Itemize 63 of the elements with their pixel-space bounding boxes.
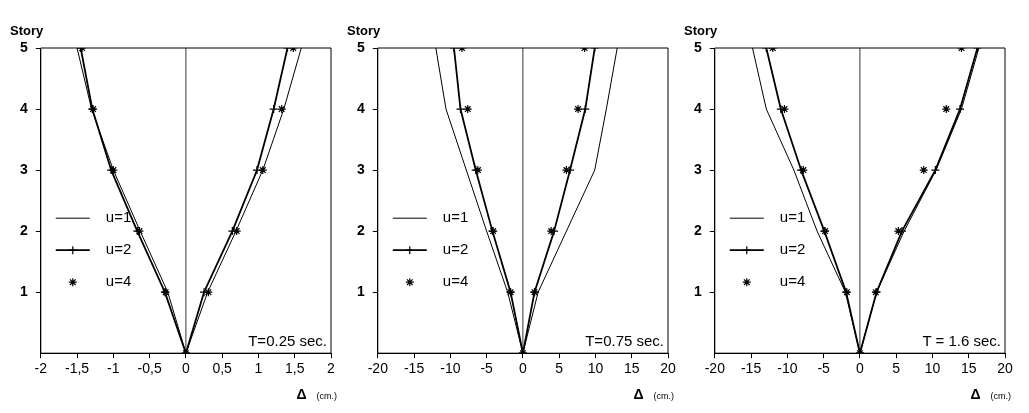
x-tick-label: -1,5	[65, 360, 90, 377]
x-tick-label: 5	[892, 360, 901, 377]
y-tick-label: 3	[693, 160, 702, 177]
x-tick-label: 0	[181, 360, 190, 377]
y-tick-label: 5	[356, 38, 365, 55]
legend-label: u=1	[442, 208, 469, 226]
x-tick-label: 10	[924, 360, 941, 377]
annotation: T=0.25 sec.	[248, 331, 327, 349]
y-tick-label: 4	[19, 99, 28, 116]
x-tick-label: 10	[587, 360, 604, 377]
x-tick-label: 20	[660, 360, 676, 377]
y-tick-label: 2	[19, 221, 28, 238]
x-tick-label: -20	[704, 360, 726, 377]
y-tick-label: 5	[693, 38, 702, 55]
x-tick-label: 1,5	[284, 360, 305, 377]
x-tick-label: -20	[367, 360, 389, 377]
x-tick-label: -5	[817, 360, 831, 377]
y-tick-label: 4	[356, 99, 365, 116]
x-tick-label: 15	[960, 360, 977, 377]
x-axis-title: Δ	[633, 385, 644, 402]
legend-label: u=4	[779, 272, 806, 290]
legend-label: u=4	[105, 272, 132, 290]
x-tick-label: -0,5	[137, 360, 162, 377]
y-tick-label: 1	[19, 283, 28, 300]
y-tick-label: 5	[19, 38, 28, 55]
y-tick-label: 1	[356, 283, 365, 300]
y-tick-label: 3	[356, 160, 365, 177]
x-tick-label: 0	[855, 360, 864, 377]
annotation: T = 1.6 sec.	[922, 331, 1001, 349]
x-axis-title: Δ	[296, 385, 307, 402]
text: (cm.)	[653, 390, 674, 401]
y-axis-title: Story	[684, 23, 718, 39]
legend-label: u=4	[442, 272, 469, 290]
y-tick-label: 1	[693, 283, 702, 300]
legend-label: u=2	[779, 240, 806, 258]
x-tick-label: -10	[440, 360, 461, 377]
legend-label: u=2	[442, 240, 469, 258]
y-axis-title: Story	[347, 23, 381, 39]
x-tick-label: -10	[777, 360, 798, 377]
x-tick-label: 15	[623, 360, 640, 377]
x-tick-label: -5	[480, 360, 494, 377]
x-tick-label: 1	[254, 360, 263, 377]
legend-label: u=1	[779, 208, 806, 226]
x-axis-title: Δ	[970, 385, 981, 402]
text: (cm.)	[316, 390, 337, 401]
x-tick-label: -2	[34, 360, 48, 377]
x-tick-label: -15	[403, 360, 425, 377]
x-tick-label: -15	[740, 360, 762, 377]
text: (cm.)	[990, 390, 1011, 401]
y-tick-label: 4	[693, 99, 702, 116]
x-tick-label: 5	[555, 360, 564, 377]
legend-label: u=1	[105, 208, 132, 226]
x-tick-label: 2	[327, 360, 336, 377]
x-tick-label: 0,5	[212, 360, 233, 377]
y-tick-label: 2	[693, 221, 702, 238]
y-tick-label: 3	[19, 160, 28, 177]
y-tick-label: 2	[356, 221, 365, 238]
legend-label: u=2	[105, 240, 132, 258]
x-tick-label: 0	[518, 360, 527, 377]
x-tick-label: -1	[107, 360, 120, 377]
y-axis-title: Story	[10, 23, 44, 39]
annotation: T=0.75 sec.	[585, 331, 664, 349]
x-tick-label: 20	[997, 360, 1013, 377]
